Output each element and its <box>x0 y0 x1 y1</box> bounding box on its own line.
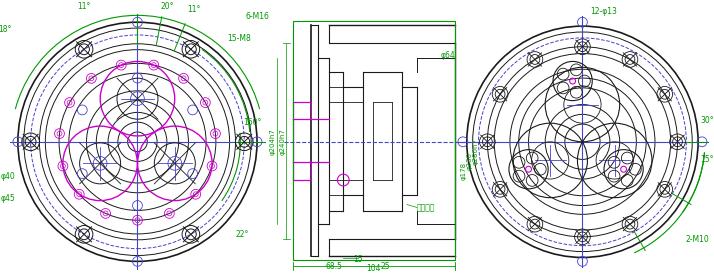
Text: φ204h7: φ204h7 <box>270 128 276 155</box>
Text: 11°: 11° <box>188 5 201 15</box>
Text: 104: 104 <box>366 264 381 273</box>
Text: 25: 25 <box>381 262 391 271</box>
Text: φ45: φ45 <box>0 194 15 203</box>
Text: 11°: 11° <box>77 3 90 11</box>
Text: φ240h7: φ240h7 <box>279 128 286 155</box>
Text: 15°: 15° <box>700 155 713 164</box>
Text: φ230: φ230 <box>467 152 473 170</box>
Text: 输入齿轮: 输入齿轮 <box>417 203 436 212</box>
Text: 160°: 160° <box>243 118 262 127</box>
Bar <box>293 21 455 260</box>
Text: φ280h7: φ280h7 <box>473 138 478 165</box>
Text: 30°: 30° <box>700 116 714 125</box>
Text: 20°: 20° <box>160 3 174 11</box>
Text: 12-φ13: 12-φ13 <box>590 7 617 16</box>
Text: φ64: φ64 <box>441 51 455 60</box>
Text: 2-M10: 2-M10 <box>685 235 709 244</box>
Text: 15-M8: 15-M8 <box>228 34 251 43</box>
Text: 15: 15 <box>353 254 363 263</box>
Text: 18°: 18° <box>0 25 12 33</box>
Text: φ40: φ40 <box>0 172 15 181</box>
Text: 22°: 22° <box>236 230 249 239</box>
Text: 68.5: 68.5 <box>325 262 342 271</box>
Text: 6-M16: 6-M16 <box>246 12 269 21</box>
Text: φ178: φ178 <box>461 162 467 180</box>
